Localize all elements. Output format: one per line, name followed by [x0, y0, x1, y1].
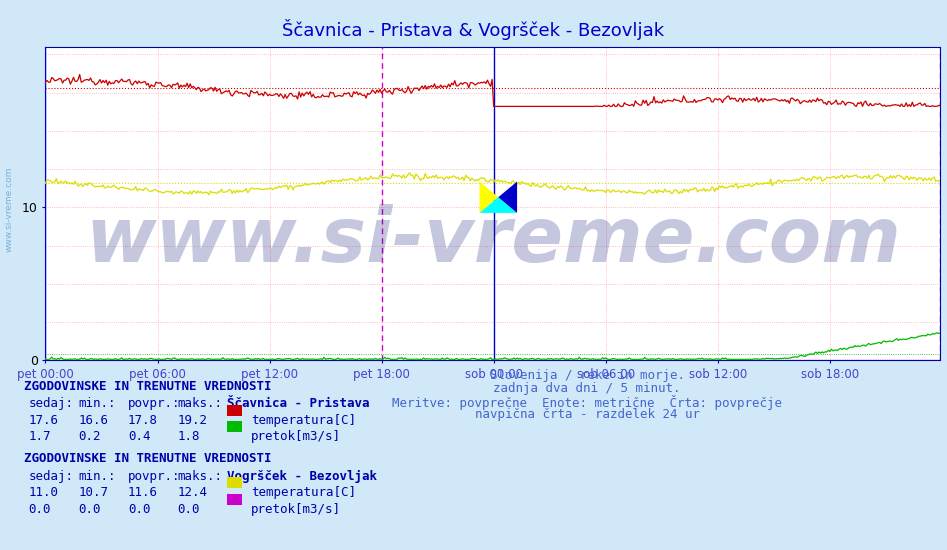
Polygon shape	[479, 182, 498, 213]
Text: www.si-vreme.com: www.si-vreme.com	[85, 204, 901, 278]
Text: min.:: min.:	[79, 397, 116, 410]
Text: ZGODOVINSKE IN TRENUTNE VREDNOSTI: ZGODOVINSKE IN TRENUTNE VREDNOSTI	[24, 452, 271, 465]
Text: 1.8: 1.8	[177, 430, 200, 443]
Text: Ščavnica - Pristava & Vogršček - Bezovljak: Ščavnica - Pristava & Vogršček - Bezovlj…	[282, 19, 665, 40]
Text: 1.7: 1.7	[28, 430, 51, 443]
Text: 17.8: 17.8	[128, 414, 158, 427]
Text: 0.0: 0.0	[128, 503, 151, 516]
Text: 0.0: 0.0	[177, 503, 200, 516]
Text: navpična črta - razdelek 24 ur: navpična črta - razdelek 24 ur	[474, 408, 700, 421]
Polygon shape	[498, 182, 517, 213]
Text: min.:: min.:	[79, 470, 116, 483]
Text: 0.4: 0.4	[128, 430, 151, 443]
Text: Vogršček - Bezovljak: Vogršček - Bezovljak	[227, 470, 377, 483]
Text: pretok[m3/s]: pretok[m3/s]	[251, 503, 341, 516]
Text: pretok[m3/s]: pretok[m3/s]	[251, 430, 341, 443]
Text: 11.0: 11.0	[28, 486, 59, 499]
Text: 12.4: 12.4	[177, 486, 207, 499]
Text: 10.7: 10.7	[79, 486, 109, 499]
Text: povpr.:: povpr.:	[128, 397, 180, 410]
Text: ZGODOVINSKE IN TRENUTNE VREDNOSTI: ZGODOVINSKE IN TRENUTNE VREDNOSTI	[24, 379, 271, 393]
Text: 17.6: 17.6	[28, 414, 59, 427]
Text: povpr.:: povpr.:	[128, 470, 180, 483]
Text: 0.0: 0.0	[28, 503, 51, 516]
Text: maks.:: maks.:	[177, 470, 223, 483]
Text: Meritve: povprečne  Enote: metrične  Črta: povprečje: Meritve: povprečne Enote: metrične Črta:…	[392, 395, 782, 410]
Text: 11.6: 11.6	[128, 486, 158, 499]
Text: maks.:: maks.:	[177, 397, 223, 410]
Text: sedaj:: sedaj:	[28, 470, 74, 483]
Text: 0.2: 0.2	[79, 430, 101, 443]
Text: 19.2: 19.2	[177, 414, 207, 427]
Text: temperatura[C]: temperatura[C]	[251, 486, 356, 499]
Text: 16.6: 16.6	[79, 414, 109, 427]
Text: www.si-vreme.com: www.si-vreme.com	[5, 166, 14, 252]
Text: Ščavnica - Pristava: Ščavnica - Pristava	[227, 397, 369, 410]
Polygon shape	[479, 197, 517, 213]
Text: Slovenija / reke in morje.: Slovenija / reke in morje.	[490, 368, 685, 382]
Text: 0.0: 0.0	[79, 503, 101, 516]
Text: sedaj:: sedaj:	[28, 397, 74, 410]
Text: temperatura[C]: temperatura[C]	[251, 414, 356, 427]
Text: zadnja dva dni / 5 minut.: zadnja dva dni / 5 minut.	[493, 382, 681, 395]
